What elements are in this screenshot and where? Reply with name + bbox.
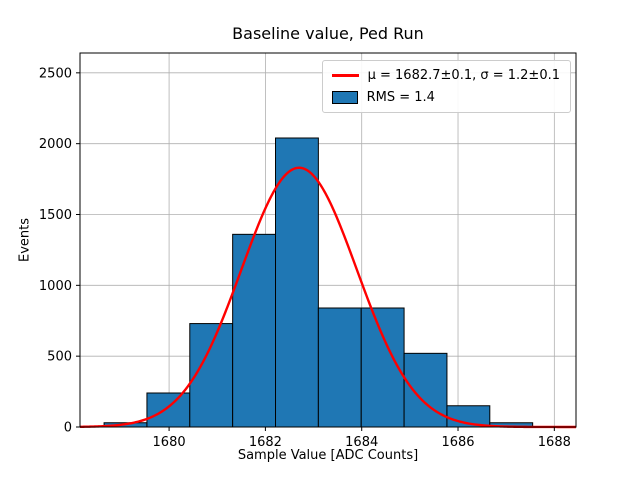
histogram-bar [317, 307, 362, 428]
y-tick-label: 2500 [39, 66, 72, 81]
x-tick-label: 1684 [345, 435, 378, 450]
y-axis-label: Events [17, 217, 33, 263]
x-tick-label: 1686 [441, 435, 474, 450]
histogram-bar [232, 233, 277, 428]
fit-line-sample [331, 74, 359, 77]
histogram-bar [403, 352, 448, 428]
x-tick-label: 1680 [153, 435, 186, 450]
legend-fit-label: μ = 1682.7±0.1, σ = 1.2±0.1 [367, 68, 560, 83]
histogram-patch-sample [331, 91, 358, 104]
histogram-bar [146, 392, 191, 428]
x-tick-label: 1688 [538, 435, 571, 450]
y-tick-label: 1500 [39, 208, 72, 223]
legend: μ = 1682.7±0.1, σ = 1.2±0.1 RMS = 1.4 [321, 60, 571, 113]
y-tick-label: 500 [47, 350, 72, 365]
x-axis-label: Sample Value [ADC Counts] [237, 448, 419, 463]
axes-spines [79, 52, 577, 428]
legend-rms-label: RMS = 1.4 [366, 90, 435, 105]
y-tick-label: 2000 [39, 137, 72, 152]
legend-entry-hist: RMS = 1.4 [331, 90, 560, 105]
histogram-bar [189, 323, 234, 428]
y-tick-label: 0 [64, 421, 72, 436]
legend-entry-fit: μ = 1682.7±0.1, σ = 1.2±0.1 [331, 68, 560, 83]
gaussian-fit-curve [79, 166, 577, 429]
y-tick-label: 1000 [39, 279, 72, 294]
x-tick-label: 1682 [249, 435, 282, 450]
chart-title: Baseline value, Ped Run [232, 24, 424, 43]
histogram-bar [275, 137, 319, 428]
